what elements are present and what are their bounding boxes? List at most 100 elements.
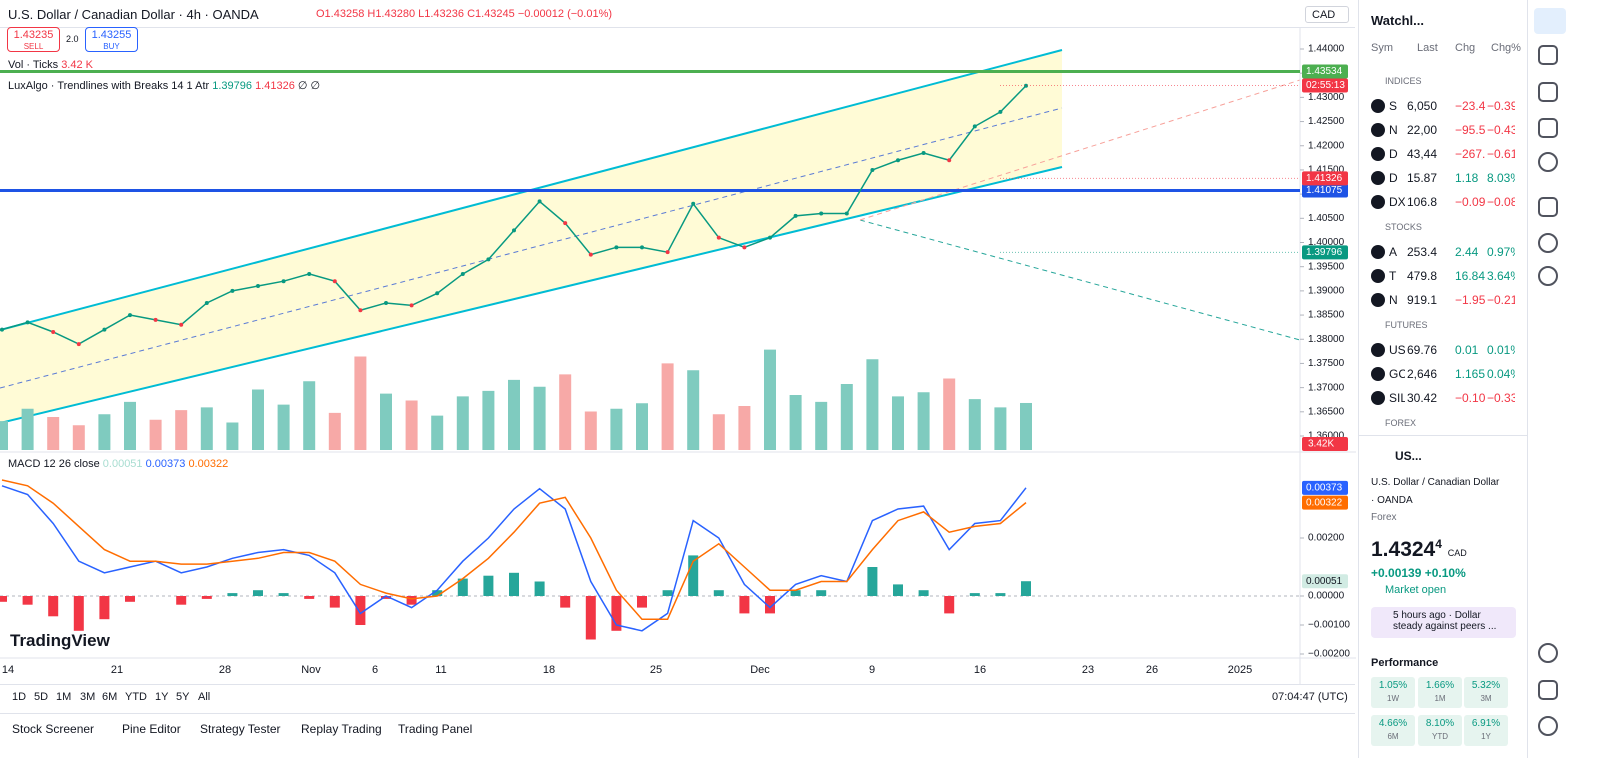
price-point (844, 211, 849, 216)
timeframe[interactable]: 3M (80, 691, 96, 703)
sell-button[interactable]: 1.43235 SELL (7, 27, 60, 52)
timeframe[interactable]: 1D (12, 691, 27, 703)
x-tick-label: 28 (219, 664, 231, 676)
news[interactable]: 5 hours ago · Dollar steady against peer… (1371, 607, 1516, 638)
bottom-tab[interactable]: Trading Panel (398, 722, 473, 736)
volume-legend: Vol · Ticks 3.42 K (8, 59, 93, 71)
timeframe[interactable]: 5Y (176, 691, 190, 703)
timeframe[interactable]: 6M (102, 691, 118, 703)
section-header[interactable]: STOCKS (1385, 222, 1422, 232)
y-tick-label: 1.40000 (1308, 237, 1345, 248)
price-point (819, 211, 824, 216)
price-point (128, 313, 132, 318)
volume-bar (0, 421, 8, 450)
price-point (460, 271, 465, 276)
price-point (486, 257, 491, 262)
price-point (25, 320, 30, 325)
buy-price: 1.43255 (91, 29, 132, 41)
watchlist-icon[interactable] (1534, 8, 1566, 34)
volume-bar (866, 359, 879, 450)
logo: TradingView (10, 631, 110, 650)
layers-icon[interactable] (1538, 118, 1558, 138)
timeframe[interactable]: YTD (125, 691, 147, 703)
performance-cell: 4.66% 6M (1371, 715, 1415, 746)
bottom-tab[interactable]: Pine Editor (122, 722, 181, 736)
bottom-tab[interactable]: Strategy Tester (200, 722, 281, 736)
symbol[interactable]: U.S. Dollar / Canadian Dollar · 4h · OAN… (8, 7, 259, 22)
volume-bar (943, 378, 956, 450)
histogram-bar (483, 575, 494, 596)
volume-bar (584, 411, 597, 450)
watchlist-cell: −267. (1455, 147, 1486, 161)
histogram-bar (48, 596, 59, 617)
volume-bar (175, 410, 188, 450)
section-header[interactable]: FOREX (1385, 418, 1417, 428)
y-tick-label: 1.39000 (1308, 286, 1345, 297)
watchlist-cell[interactable]: GC (1389, 367, 1405, 381)
price-point (1024, 83, 1028, 88)
alert-icon[interactable] (1538, 45, 1558, 65)
notification-icon[interactable] (1538, 266, 1558, 286)
watchlist-cell[interactable]: T (1389, 269, 1397, 283)
volume-bar (47, 417, 60, 450)
y-tick-label: 1.36000 (1308, 431, 1345, 442)
histogram-bar (509, 572, 519, 596)
x-tick-label: 9 (869, 664, 875, 676)
buy-button[interactable]: 1.43255 BUY (85, 27, 138, 52)
price: 1.4324 (1371, 538, 1436, 561)
watchlist-cell[interactable]: SIL (1389, 391, 1405, 405)
volume-bar (72, 425, 85, 450)
performance-period: 1Y (1481, 732, 1491, 741)
streams-icon[interactable] (1538, 233, 1558, 253)
performance-period: YTD (1432, 732, 1448, 741)
y-tick-label: 0.00200 (1308, 533, 1345, 544)
volume-bar (508, 379, 520, 450)
watchlist-cell[interactable]: S (1389, 99, 1398, 113)
y-tick-label: 1.41500 (1308, 165, 1345, 176)
watchlist-title[interactable]: Watchl... (1371, 13, 1424, 28)
timeframe[interactable]: 1Y (155, 691, 169, 703)
section-header[interactable]: FUTURES (1385, 320, 1428, 330)
price-point (281, 279, 286, 284)
calendar-icon[interactable] (1538, 82, 1558, 102)
watchlist-cell[interactable]: D (1389, 147, 1398, 161)
section-header[interactable]: INDICES (1385, 76, 1422, 86)
axis-label: 0.00373 (1306, 482, 1343, 493)
calendar-icon[interactable] (1538, 680, 1558, 700)
help-icon[interactable] (1538, 716, 1558, 736)
watchlist-cell[interactable]: N (1389, 123, 1398, 137)
macd-value: 0.00373 (145, 458, 186, 470)
watchlist-cell[interactable]: N (1389, 293, 1398, 307)
watchlist-cell[interactable]: DX (1389, 195, 1405, 209)
symbol-logo (1371, 391, 1385, 405)
idea-icon[interactable] (1538, 152, 1558, 172)
histogram-bar (560, 596, 571, 608)
lux-value: ∅ (297, 80, 308, 92)
x-tick-label: 11 (435, 664, 446, 676)
histogram-bar (457, 578, 468, 596)
watchlist-cell: 0.04% (1487, 367, 1515, 381)
watchlist-cell: 16.84 (1455, 269, 1486, 283)
axis-label: 0.00051 (1306, 576, 1343, 587)
watchlist-cell: −23.4 (1455, 99, 1486, 113)
watchlist-cell[interactable]: US (1389, 343, 1405, 357)
timeframe[interactable]: 1M (56, 691, 72, 703)
bottom-tab[interactable]: Replay Trading (301, 722, 382, 736)
currency[interactable]: CAD (1305, 6, 1349, 23)
watchlist-cell[interactable]: A (1389, 245, 1398, 259)
histogram-bar (918, 590, 929, 596)
watchlist-cell[interactable]: D (1389, 171, 1398, 185)
histogram-bar (893, 584, 903, 596)
timeframe[interactable]: 5D (34, 691, 49, 703)
axis-label: 1.39796 (1306, 247, 1343, 258)
performance-value: 5.32% (1471, 680, 1501, 691)
volume-bar (21, 408, 34, 450)
chat-icon[interactable] (1538, 197, 1558, 217)
macd-line (1, 485, 1027, 632)
bottom-tab[interactable]: Stock Screener (12, 722, 95, 736)
histogram-bar (278, 593, 289, 596)
target-icon[interactable] (1538, 643, 1558, 663)
volume-bar (149, 419, 162, 450)
volume-bar (789, 395, 802, 450)
timeframe[interactable]: All (198, 691, 211, 703)
